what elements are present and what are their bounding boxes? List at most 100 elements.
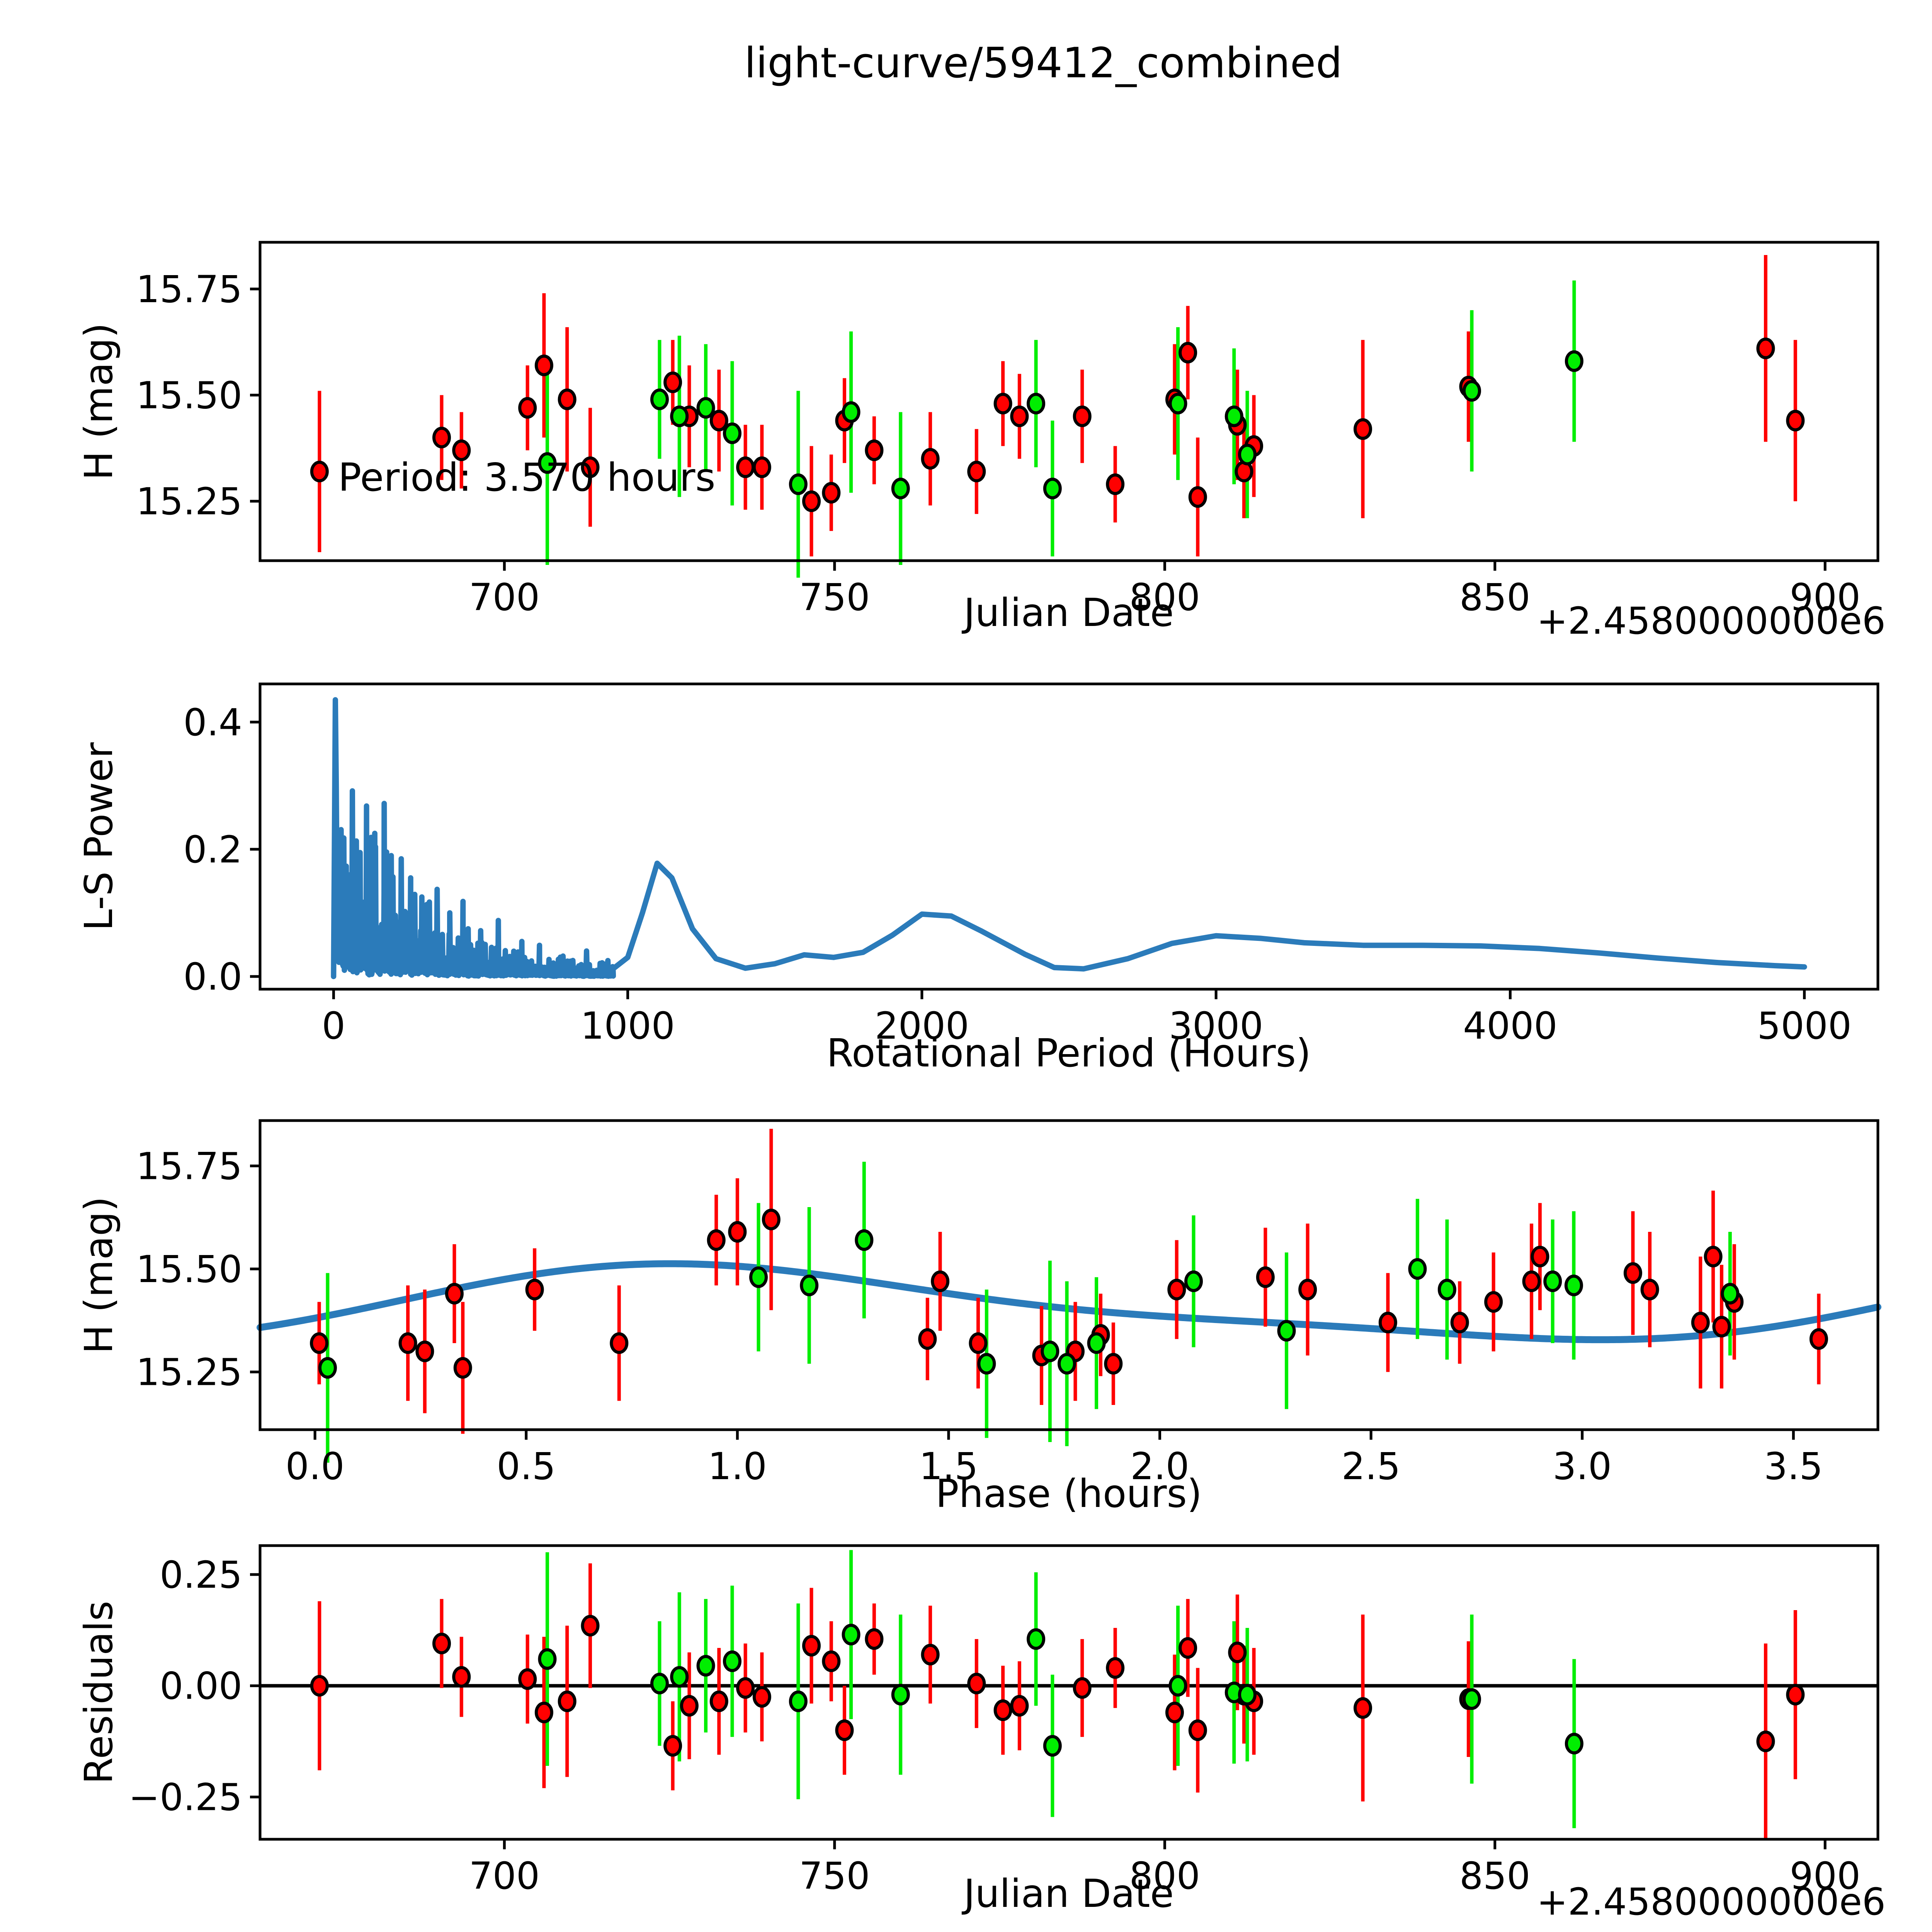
data-point xyxy=(709,1690,728,1713)
phasefold-xlabel: Phase (hours) xyxy=(935,1471,1202,1516)
data-point xyxy=(310,1332,329,1354)
panel-lightcurve: 700 750 800 850 900 15.25 15.50 15.75 Period: 3… xyxy=(76,241,1886,643)
y-tick-label: 0.4 xyxy=(183,701,242,744)
data-point xyxy=(1640,1279,1659,1301)
data-point xyxy=(538,1648,557,1670)
x-tick-label: 0.0 xyxy=(286,1445,345,1488)
data-point xyxy=(752,456,771,478)
sinusoid-fit-line xyxy=(257,1260,1881,1344)
x-tick-label: 750 xyxy=(799,576,870,619)
phasefold-axes-frame xyxy=(259,1119,1879,1431)
data-point xyxy=(1564,1274,1583,1296)
data-point xyxy=(1104,1353,1123,1375)
data-point xyxy=(1184,1270,1203,1292)
data-point xyxy=(1543,1270,1562,1292)
x-tick-label: 700 xyxy=(469,1854,540,1898)
data-point xyxy=(1522,1270,1541,1292)
x-tick-label: 5000 xyxy=(1757,1004,1852,1048)
data-point xyxy=(1073,405,1092,427)
data-point xyxy=(993,393,1012,415)
series-red-markers xyxy=(310,337,1805,512)
data-point xyxy=(680,1695,699,1717)
x-tick-label: 3.0 xyxy=(1553,1445,1612,1488)
data-point xyxy=(534,1701,553,1723)
data-point xyxy=(835,1719,854,1741)
data-point xyxy=(1484,1291,1503,1313)
data-point xyxy=(663,371,682,393)
panel-residuals: 700 750 800 850 900 −0.25 0.00 0.25 Julian Date… xyxy=(76,1544,1886,1923)
data-point xyxy=(969,1332,988,1354)
x-tick-label: 800 xyxy=(1129,576,1200,619)
data-point xyxy=(670,1666,689,1688)
x-tick-label: 900 xyxy=(1790,576,1861,619)
data-point xyxy=(581,456,600,478)
data-point xyxy=(452,439,471,461)
data-point xyxy=(723,422,742,444)
data-point xyxy=(663,1735,682,1757)
x-tick-label: 850 xyxy=(1459,1854,1530,1898)
data-point xyxy=(1188,486,1207,508)
series-green-errorbars xyxy=(326,1162,1732,1463)
y-tick-label: 15.25 xyxy=(136,480,242,523)
data-point xyxy=(752,1686,771,1708)
x-tick-label: 750 xyxy=(799,1854,870,1898)
data-point xyxy=(1756,337,1775,359)
data-point xyxy=(1565,1733,1583,1755)
data-point xyxy=(1786,1684,1805,1706)
data-point xyxy=(1691,1311,1710,1333)
data-point xyxy=(1010,1695,1029,1717)
residuals-xlabel: Julian Date xyxy=(961,1871,1174,1916)
periodogram-curve xyxy=(331,697,1807,980)
data-point xyxy=(1179,1637,1197,1659)
data-point xyxy=(1041,1340,1060,1362)
data-point xyxy=(993,1699,1012,1721)
data-point xyxy=(918,1328,937,1350)
data-point xyxy=(1073,1677,1092,1699)
data-point xyxy=(1225,405,1243,427)
data-point xyxy=(445,1283,464,1304)
data-point xyxy=(1106,1657,1125,1679)
residuals-axes-frame xyxy=(259,1544,1879,1841)
y-tick-label: 15.75 xyxy=(136,1145,242,1188)
data-point xyxy=(534,354,553,376)
x-tick-label: 0.5 xyxy=(497,1445,556,1488)
data-point xyxy=(1238,1684,1257,1706)
data-point xyxy=(518,1668,537,1690)
data-point xyxy=(921,448,940,470)
series-red-errorbars xyxy=(317,1129,1821,1434)
data-point xyxy=(650,388,669,410)
data-point xyxy=(1010,405,1029,427)
data-point xyxy=(1238,444,1257,466)
data-point xyxy=(1704,1246,1723,1267)
data-point xyxy=(398,1332,417,1354)
data-point xyxy=(581,1615,600,1637)
data-point xyxy=(977,1353,996,1375)
data-point xyxy=(318,1357,337,1379)
y-tick-label: −0.25 xyxy=(129,1776,242,1819)
x-tick-label: 850 xyxy=(1459,576,1530,619)
data-point xyxy=(842,1624,861,1646)
data-point xyxy=(789,473,808,495)
data-point xyxy=(1043,1735,1062,1757)
data-point xyxy=(1106,473,1125,495)
data-point xyxy=(822,1650,841,1672)
data-point xyxy=(1165,1701,1184,1723)
data-point xyxy=(736,1677,755,1699)
x-tick-label: 4000 xyxy=(1463,1004,1557,1048)
x-tick-label: 0 xyxy=(322,1004,345,1048)
y-tick-label: 15.25 xyxy=(136,1351,242,1394)
y-tick-label: 0.00 xyxy=(160,1665,242,1708)
x-tick-label: 2000 xyxy=(875,1004,969,1048)
x-tick-label: 1000 xyxy=(580,1004,675,1048)
periodogram-ylabel: L-S Power xyxy=(76,742,121,931)
page-title: light-curve/59412_combined xyxy=(744,39,1342,87)
lightcurve-offset-text: +2.4580000000e6 xyxy=(1537,599,1886,643)
data-point xyxy=(558,1690,577,1713)
data-point xyxy=(1623,1262,1642,1284)
x-tick-label: 900 xyxy=(1790,1854,1861,1898)
data-point xyxy=(432,1633,451,1655)
y-tick-label: 0.0 xyxy=(183,955,242,998)
data-point xyxy=(967,1672,986,1694)
data-point xyxy=(931,1270,950,1292)
x-tick-label: 1.5 xyxy=(919,1445,978,1488)
